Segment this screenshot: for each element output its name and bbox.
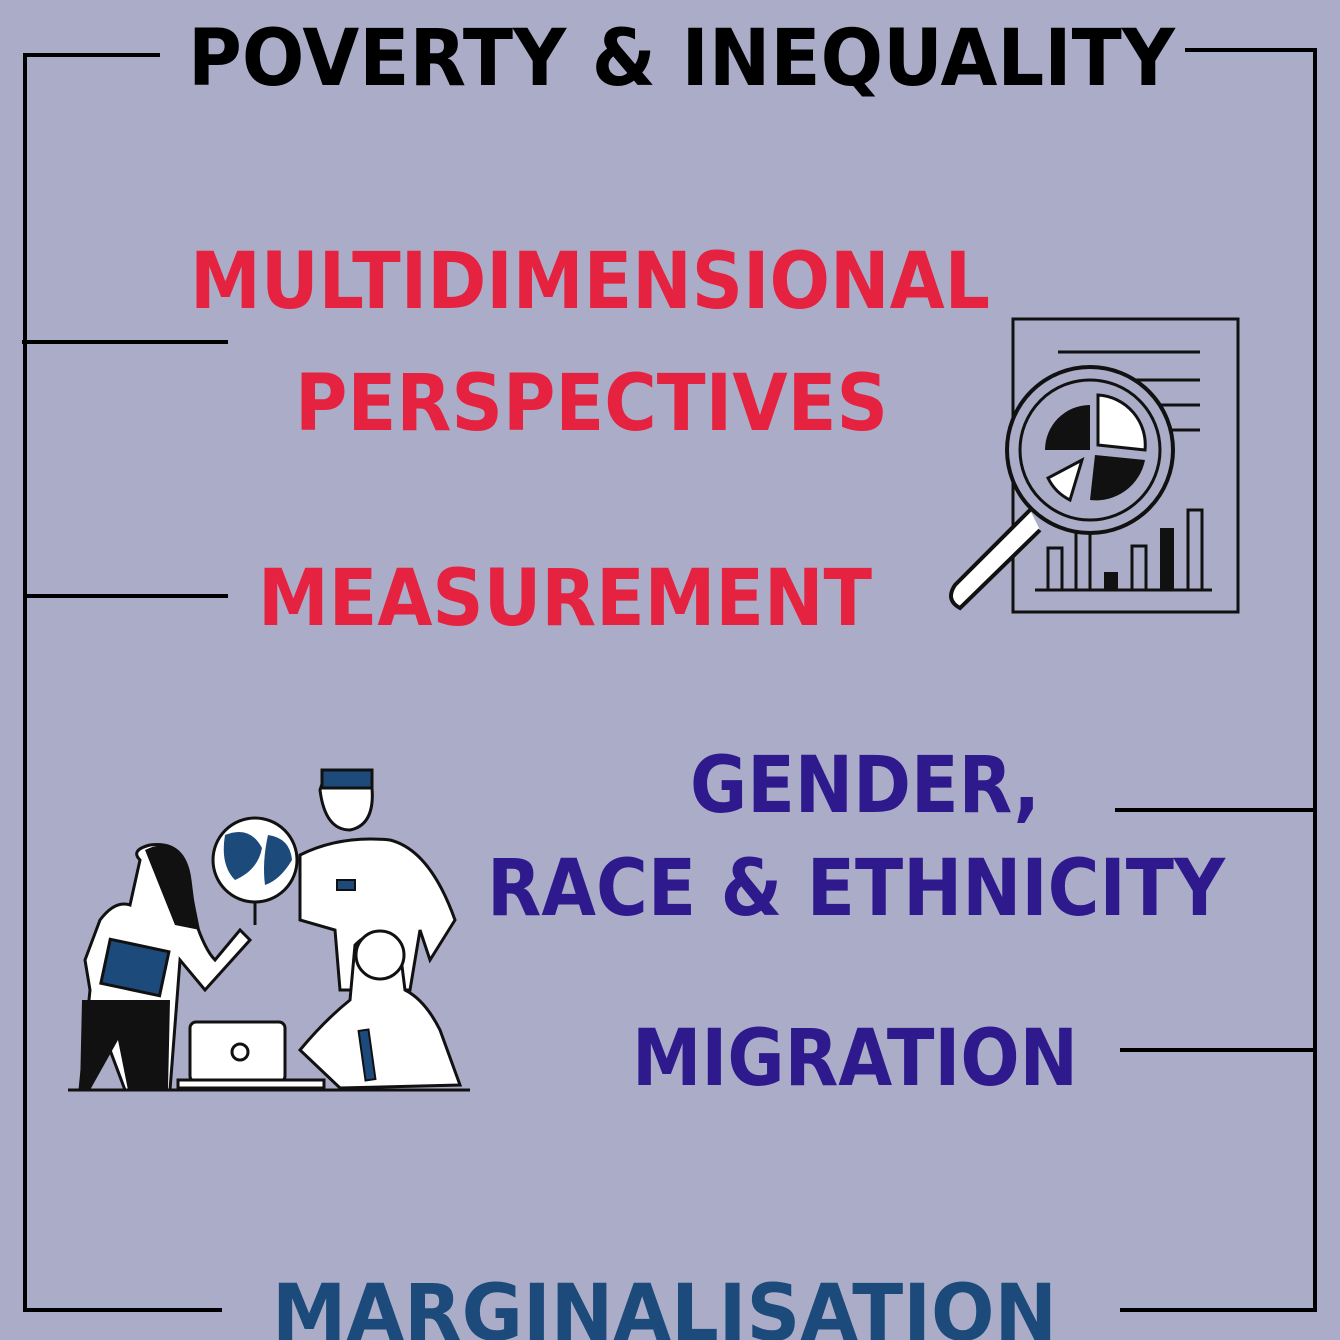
topic-line: MULTIDIMENSIONAL	[190, 237, 990, 327]
topic-line: MARGINALISATION	[272, 1269, 1057, 1340]
topic-line: MEASUREMENT	[258, 554, 872, 644]
poster: POVERTY & INEQUALITY MULTIDIMENSIONAL PE…	[0, 0, 1340, 1340]
title: POVERTY & INEQUALITY	[188, 14, 1176, 104]
topic-line: PERSPECTIVES	[295, 359, 888, 449]
topic-line: RACE & ETHNICITY	[487, 844, 1226, 934]
topic-line: MIGRATION	[632, 1014, 1078, 1104]
topic-line: GENDER,	[690, 741, 1040, 831]
background	[0, 0, 1340, 1340]
